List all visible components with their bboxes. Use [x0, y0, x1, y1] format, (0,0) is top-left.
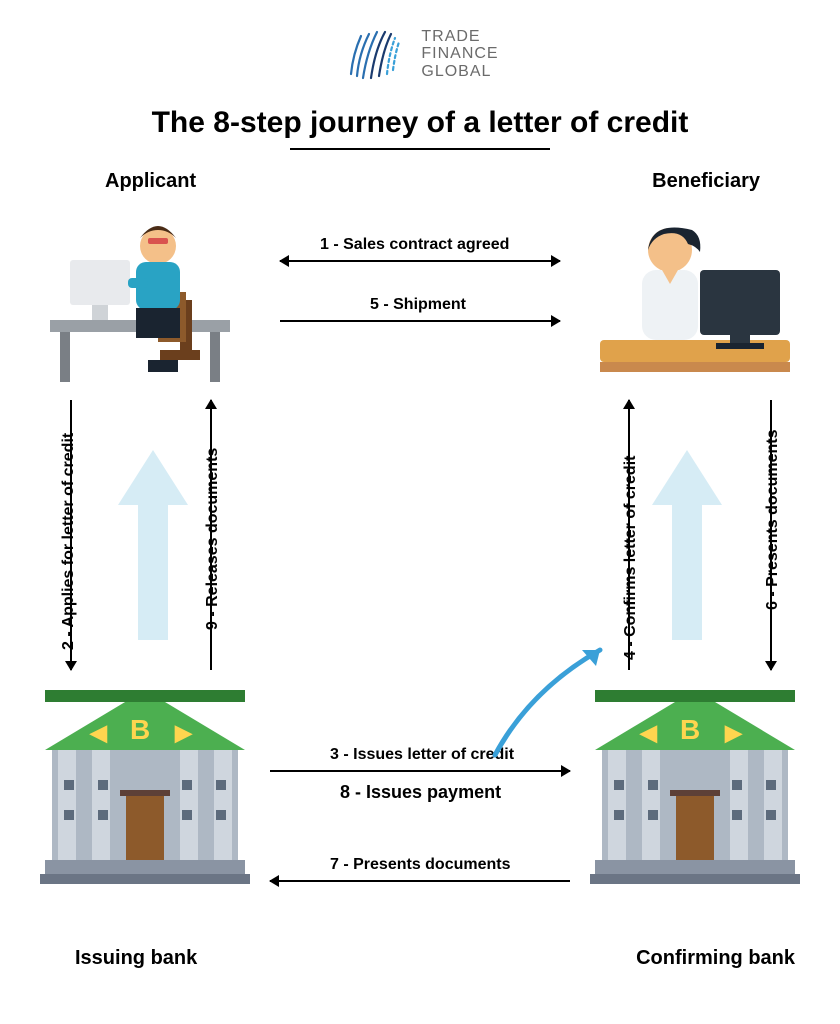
confirming-bank-icon: ◀B▶	[595, 690, 795, 880]
curved-arrow-icon	[490, 640, 620, 760]
logo-line-2: FINANCE	[421, 45, 498, 63]
logo-line-1: TRADE	[421, 28, 498, 46]
step-5-label: 5 - Shipment	[370, 296, 466, 314]
logo-line-3: GLOBAL	[421, 63, 498, 81]
issuing-bank-label: Issuing bank	[75, 947, 197, 970]
step-2-label: 2 - Applies for letter of credit	[60, 433, 78, 650]
arrow-step-5	[280, 320, 560, 322]
step-9-label: 9 - Releases documents	[204, 448, 222, 630]
arrow-step-7	[270, 880, 570, 882]
step-1-label: 1 - Sales contract agreed	[320, 236, 509, 254]
issuing-bank-icon: ◀B▶	[45, 690, 245, 880]
page-title: The 8-step journey of a letter of credit	[0, 106, 840, 150]
diagram-stage: Applicant Beneficiary Issuing bank Confi…	[0, 170, 840, 980]
beneficiary-icon	[590, 200, 800, 390]
applicant-icon	[40, 200, 250, 390]
confirming-bank-label: Confirming bank	[636, 947, 795, 970]
step-8-label: 8 - Issues payment	[340, 782, 501, 803]
applicant-label: Applicant	[105, 170, 196, 193]
step-3-label: 3 - Issues letter of credit	[330, 746, 514, 764]
arrow-step-3	[270, 770, 570, 772]
step-4-label: 4 - Confirms letter of credit	[622, 456, 640, 660]
arrow-step-1	[280, 260, 560, 262]
big-arrow-left-icon	[118, 450, 188, 640]
logo-text: TRADE FINANCE GLOBAL	[421, 28, 498, 81]
step-7-label: 7 - Presents documents	[330, 856, 511, 874]
logo-mark-icon	[341, 24, 411, 84]
beneficiary-label: Beneficiary	[652, 170, 760, 193]
step-6-label: 6 - Presents documents	[764, 430, 782, 611]
logo: TRADE FINANCE GLOBAL	[0, 0, 840, 84]
big-arrow-right-icon	[652, 450, 722, 640]
